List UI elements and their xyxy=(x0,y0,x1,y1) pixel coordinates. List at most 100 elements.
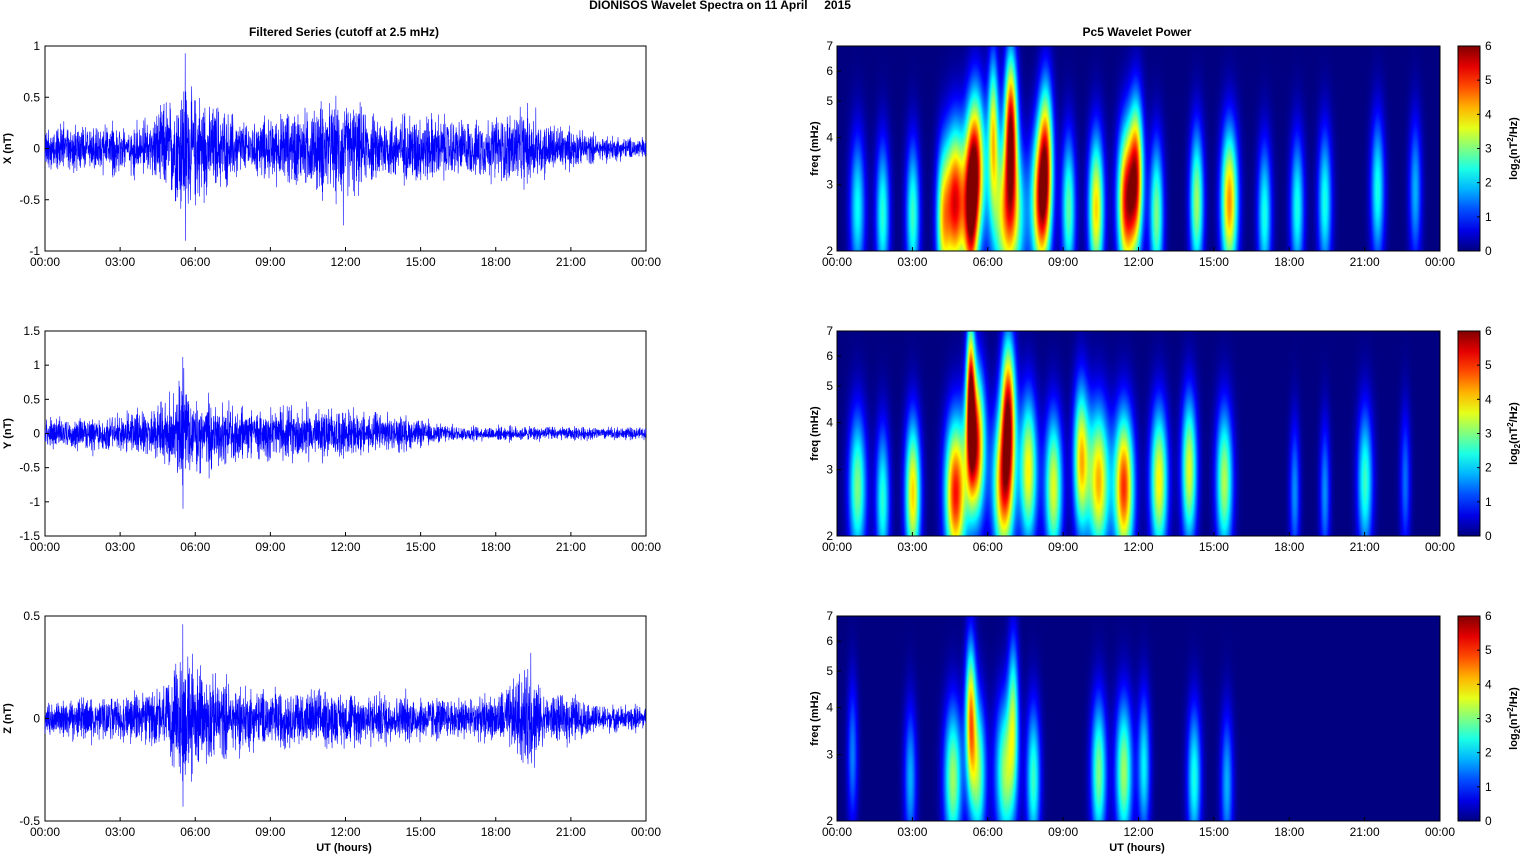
colorbar-tick-label: 4 xyxy=(1485,392,1492,406)
series-xtick-label: 21:00 xyxy=(556,255,586,269)
wavelet-xtick-label: 06:00 xyxy=(973,825,1003,839)
y-tick-label: 0 xyxy=(33,712,40,726)
colorbar-label-part: log xyxy=(1508,448,1520,465)
wavelet-xtick-label: 21:00 xyxy=(1350,255,1380,269)
colorbar-tick-label: 4 xyxy=(1485,107,1492,121)
wavelet-xtick-label: 00:00 xyxy=(1425,540,1455,554)
wavelet-xtick-label: 00:00 xyxy=(1425,825,1455,839)
y-axis-label: freq (mHz) xyxy=(809,691,821,746)
colorbar-label-part: log xyxy=(1508,733,1520,750)
colorbar-label-part: 2 xyxy=(1506,422,1515,427)
y-tick-label: 7 xyxy=(826,39,833,53)
wavelet-heatmap xyxy=(837,46,1440,251)
wavelet-heatmap-canvas xyxy=(837,616,1440,821)
colorbar-label-part: log xyxy=(1508,163,1520,180)
colorbar-label-part: 2 xyxy=(1513,728,1521,733)
wavelet-xtick-label: 18:00 xyxy=(1274,255,1304,269)
colorbar-label: log2(nT2/Hz) xyxy=(1506,117,1521,180)
y-tick-label: 2 xyxy=(826,244,833,258)
figure-title: DIONISOS Wavelet Spectra on 11 April 201… xyxy=(589,0,851,12)
x-axis-label-left: UT (hours) xyxy=(316,842,372,854)
colorbar xyxy=(1457,615,1481,822)
right-panel-title: Pc5 Wavelet Power xyxy=(1083,25,1192,39)
colorbar-label-part: /Hz) xyxy=(1508,117,1520,138)
colorbar-tick-label: 0 xyxy=(1485,244,1492,258)
y-tick-label: 5 xyxy=(826,664,833,678)
colorbar-tick-label: 0 xyxy=(1485,529,1492,543)
wavelet-xtick-label: 12:00 xyxy=(1123,540,1153,554)
series-xtick-label: 00:00 xyxy=(631,540,661,554)
series-xtick-label: 21:00 xyxy=(556,540,586,554)
colorbar-tick-label: 6 xyxy=(1485,609,1492,623)
colorbar-tick-label: 4 xyxy=(1485,677,1492,691)
colorbar-label-part: 2 xyxy=(1513,158,1521,163)
panels: 10.50-0.5-100:00 03:00 06:00 09:00 12:00 15:0… xyxy=(2,39,1521,839)
y-axis-label: freq (mHz) xyxy=(809,121,821,176)
colorbar-tick-label: 2 xyxy=(1485,746,1492,760)
series-panel-x: 10.50-0.5-100:00 03:00 06:00 09:00 12:00 15:0… xyxy=(2,39,661,269)
wavelet-xtick-label: 21:00 xyxy=(1350,540,1380,554)
y-axis-label: freq (mHz) xyxy=(809,406,821,461)
series-xtick-label: 12:00 xyxy=(330,540,360,554)
wavelet-heatmap xyxy=(837,616,1440,821)
series-xtick-label: 12:00 xyxy=(330,255,360,269)
series-panel-y: 1.510.50-0.5-1-1.500:00 03:00 06:00 09:00 12… xyxy=(2,324,661,554)
y-tick-label: 3 xyxy=(826,178,833,192)
colorbar-tick-label: 1 xyxy=(1485,495,1492,509)
colorbar-label-part: (nT xyxy=(1508,142,1520,159)
series-xtick-label: 03:00 xyxy=(105,540,135,554)
wavelet-xtick-label: 06:00 xyxy=(973,255,1003,269)
y-tick-label: 2 xyxy=(826,814,833,828)
series-xtick-label: 09:00 xyxy=(255,255,285,269)
y-tick-label: 0 xyxy=(33,427,40,441)
y-tick-label: 5 xyxy=(826,379,833,393)
colorbar-label-part: 2 xyxy=(1506,137,1515,142)
y-tick-label: 0 xyxy=(33,142,40,156)
wavelet-xtick-label: 03:00 xyxy=(897,825,927,839)
x-axis-label-right: UT (hours) xyxy=(1109,842,1165,854)
wavelet-xtick-label: 15:00 xyxy=(1199,825,1229,839)
y-tick-label: -1 xyxy=(29,495,40,509)
y-tick-label: -1.5 xyxy=(19,529,40,543)
y-axis-label: Z (nT) xyxy=(2,703,14,734)
series-xtick-label: 00:00 xyxy=(631,255,661,269)
y-tick-label: -0.5 xyxy=(19,461,40,475)
colorbar-label-part: (nT xyxy=(1508,427,1520,444)
wavelet-xtick-label: 03:00 xyxy=(897,255,927,269)
wavelet-xtick-label: 15:00 xyxy=(1199,255,1229,269)
colorbar-label-part: 2 xyxy=(1513,443,1521,448)
series-xtick-label: 09:00 xyxy=(255,540,285,554)
wavelet-xtick-label: 15:00 xyxy=(1199,540,1229,554)
y-tick-label: 2 xyxy=(826,529,833,543)
series-xtick-label: 00:00 xyxy=(631,825,661,839)
y-tick-label: 0.5 xyxy=(23,392,40,406)
series-xtick-label: 00:00 xyxy=(30,255,60,269)
wavelet-xtick-label: 00:00 xyxy=(822,255,852,269)
wavelet-xtick-label: 12:00 xyxy=(1123,255,1153,269)
y-tick-label: -1 xyxy=(29,244,40,258)
y-tick-label: 6 xyxy=(826,64,833,78)
wavelet-xtick-label: 06:00 xyxy=(973,540,1003,554)
series-xtick-label: 06:00 xyxy=(180,825,210,839)
wavelet-xtick-label: 09:00 xyxy=(1048,255,1078,269)
y-tick-label: 1 xyxy=(33,39,40,53)
colorbar-tick-label: 0 xyxy=(1485,814,1492,828)
y-tick-label: 6 xyxy=(826,634,833,648)
y-tick-label: 4 xyxy=(826,416,833,430)
series-xtick-label: 18:00 xyxy=(481,825,511,839)
colorbar xyxy=(1457,330,1481,537)
series-xtick-label: 21:00 xyxy=(556,825,586,839)
series-panel-z: 0.50-0.500:00 03:00 06:00 09:00 12:00 15:00 18… xyxy=(2,609,661,839)
y-tick-label: -0.5 xyxy=(19,814,40,828)
y-tick-label: 4 xyxy=(826,701,833,715)
y-tick-label: 1 xyxy=(33,358,40,372)
colorbar-label: log2(nT2/Hz) xyxy=(1506,402,1521,465)
y-tick-label: 0.5 xyxy=(23,609,40,623)
colorbar-tick-label: 3 xyxy=(1485,427,1492,441)
colorbar-tick-label: 5 xyxy=(1485,643,1492,657)
wavelet-xtick-label: 00:00 xyxy=(822,825,852,839)
series-xtick-label: 03:00 xyxy=(105,825,135,839)
